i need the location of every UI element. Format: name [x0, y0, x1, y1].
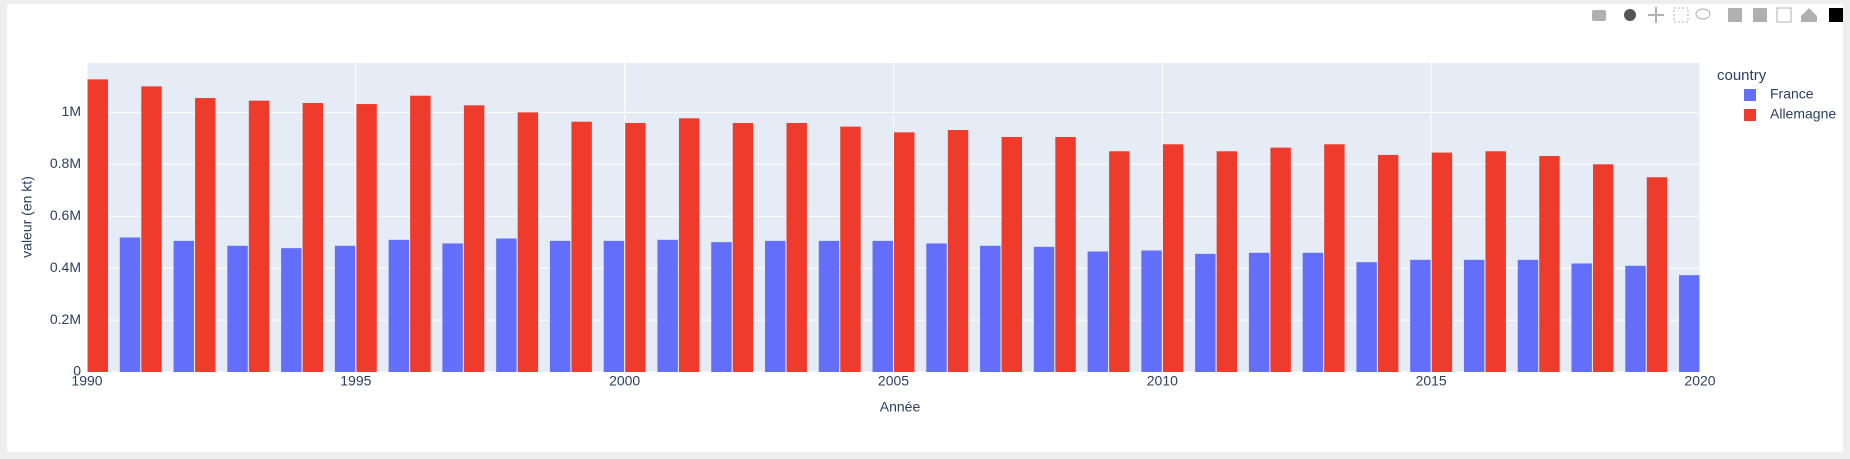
y-tick-label: 0.8M	[50, 155, 81, 171]
bar	[1625, 265, 1646, 372]
bar	[388, 239, 410, 372]
bar	[1356, 262, 1377, 372]
bar	[840, 126, 861, 372]
bar	[872, 240, 893, 372]
bar	[603, 240, 625, 372]
autoscale-icon[interactable]	[1776, 7, 1792, 23]
plotly-logo[interactable]	[1829, 8, 1843, 22]
bar	[195, 98, 216, 372]
bar	[87, 79, 108, 372]
zoom-in-icon[interactable]	[1728, 8, 1742, 22]
bar	[1055, 137, 1076, 372]
bar	[1001, 137, 1023, 372]
modebar	[1592, 7, 1843, 23]
bar	[227, 245, 248, 372]
bar	[1141, 250, 1162, 372]
bar	[980, 245, 1001, 372]
bar	[1324, 144, 1345, 372]
bar	[625, 122, 646, 372]
y-axis-title: valeur (en kt)	[19, 176, 35, 258]
legend-swatch	[1744, 89, 1756, 101]
y-tick-label: 0.4M	[50, 259, 81, 275]
legend-swatch	[1744, 109, 1756, 121]
x-tick-label: 2005	[878, 373, 909, 389]
legend-label: France	[1770, 86, 1814, 102]
bar	[1377, 154, 1399, 372]
y-tick-label: 0.6M	[50, 207, 81, 223]
bar	[334, 245, 356, 372]
bar	[571, 121, 592, 372]
x-tick-label: 1995	[340, 373, 371, 389]
bar	[1195, 253, 1216, 372]
bar	[1463, 259, 1485, 372]
bar	[410, 95, 431, 372]
bar	[1087, 251, 1109, 372]
bar	[517, 112, 539, 372]
bar	[926, 243, 947, 372]
bar	[678, 118, 700, 372]
y-tick-label: 0	[73, 363, 81, 379]
y-tick-label: 1M	[62, 103, 81, 119]
bar	[947, 129, 969, 372]
bar	[1033, 246, 1055, 372]
bar	[302, 102, 324, 372]
bar	[1593, 164, 1614, 372]
bar	[1302, 252, 1324, 372]
bar	[786, 122, 807, 372]
x-tick-label: 2010	[1147, 373, 1178, 389]
bar	[1517, 259, 1539, 372]
bar	[1431, 152, 1453, 372]
bar	[657, 239, 678, 372]
lasso-icon[interactable]	[1695, 8, 1711, 20]
bar	[1539, 155, 1560, 372]
bar	[711, 242, 732, 372]
bar	[248, 100, 270, 372]
x-axis-title: Année	[880, 399, 921, 415]
camera-icon[interactable]	[1592, 10, 1606, 21]
bar	[1485, 151, 1506, 372]
bar	[173, 240, 194, 372]
legend-title: country	[1717, 67, 1767, 84]
bar	[894, 132, 915, 372]
x-tick-label: 2000	[609, 373, 640, 389]
bar	[141, 86, 162, 372]
x-tick-label: 1990	[71, 373, 102, 389]
y-tick-label: 0.2M	[50, 311, 81, 327]
bar	[764, 240, 786, 372]
bar	[1646, 177, 1668, 372]
pan-icon[interactable]	[1648, 7, 1664, 23]
bar	[281, 248, 302, 372]
legend-label: Allemagne	[1770, 106, 1836, 122]
bar	[1410, 259, 1431, 372]
bar	[442, 243, 463, 372]
bar	[1162, 144, 1184, 372]
bar	[1216, 151, 1238, 372]
bar	[496, 238, 517, 372]
bar	[1679, 275, 1700, 372]
x-tick-label: 2020	[1684, 373, 1715, 389]
reset-icon[interactable]	[1801, 8, 1817, 22]
bar	[1571, 263, 1592, 372]
bar	[818, 240, 840, 372]
bar	[732, 122, 754, 372]
bar	[1109, 151, 1130, 372]
bar	[356, 104, 377, 372]
select-icon[interactable]	[1673, 7, 1689, 23]
zoom-icon[interactable]	[1624, 9, 1636, 21]
bar	[119, 237, 141, 372]
bar	[463, 105, 485, 372]
bar	[549, 240, 571, 372]
x-tick-label: 2015	[1416, 373, 1447, 389]
zoom-out-icon[interactable]	[1753, 8, 1767, 22]
bar	[1270, 147, 1291, 372]
bar	[1248, 252, 1270, 372]
